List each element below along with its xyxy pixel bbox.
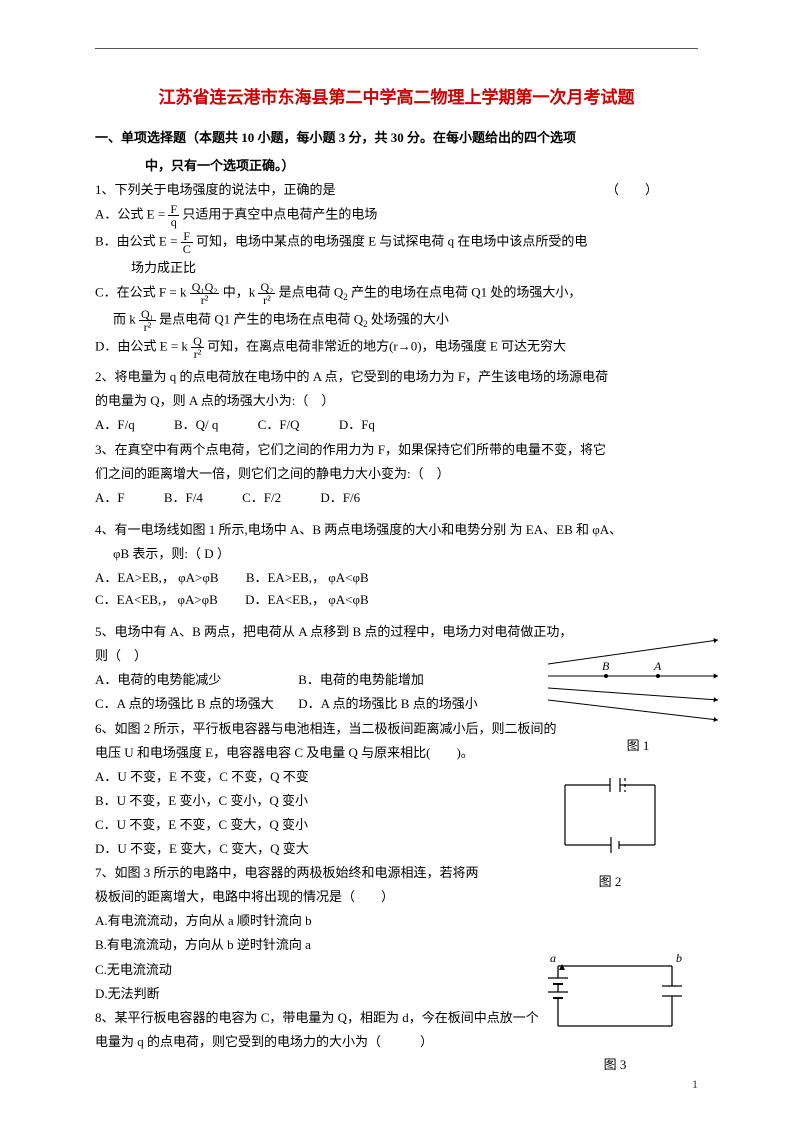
figure-2-label: 图 2 bbox=[555, 871, 665, 893]
q1-C-mid2s: 2 bbox=[343, 292, 348, 302]
frac-d: C bbox=[181, 243, 193, 255]
figure-2: 图 2 bbox=[555, 775, 665, 893]
q4-D: D．EA<EB,， φA<φB bbox=[245, 589, 369, 611]
fraction-FC: FC bbox=[181, 230, 193, 255]
q3-l1: 3、在真空中有两个点电荷，它们之间的作用力为 F，如果保持它们所带的电量不变，将… bbox=[95, 439, 698, 461]
svg-text:B: B bbox=[602, 659, 610, 673]
frac-d: r² bbox=[190, 294, 220, 306]
page-number: 1 bbox=[692, 1074, 698, 1094]
page-title: 江苏省连云港市东海县第二中学高二物理上学期第一次月考试题 bbox=[95, 84, 698, 113]
q1-opt-C-l2: 而 k Q₁r² 是点电荷 Q1 产生的电场在点电荷 Q2 处场强的大小 bbox=[113, 308, 698, 333]
q7-A: A.有电流流动，方向从 a 顺时针流向 b bbox=[95, 910, 698, 932]
top-rule bbox=[95, 48, 698, 49]
q4-B: B．EA>EB,， φA<φB bbox=[246, 567, 369, 589]
q1-paren: （ ） bbox=[606, 179, 658, 201]
q1-opt-A: A．公式 E = Fq 只适用于真空中点电荷产生的电场 bbox=[95, 203, 698, 228]
figure-3: ab 图 3 bbox=[540, 948, 690, 1076]
q2-A: A．F/q bbox=[95, 414, 135, 436]
frac-d: r² bbox=[139, 321, 156, 333]
q5-C: C．A 点的场强比 B 点的场强大 bbox=[95, 693, 295, 715]
q3-C: C．F/2 bbox=[242, 487, 281, 509]
q4-C: C．EA<EB,， φA>φB bbox=[95, 589, 218, 611]
q1-D-pre: D．由公式 E = k bbox=[95, 339, 188, 354]
q4-l2: φB 表示，则:（ D ） bbox=[113, 543, 698, 565]
q1-C-l2c: 处场强的大小 bbox=[371, 312, 449, 327]
frac-d: r² bbox=[191, 348, 204, 360]
q2-l2: 的电量为 Q，则 A 点的场强大小为:（ ） bbox=[95, 390, 698, 412]
frac-d: r² bbox=[258, 294, 275, 306]
q4-options-row1: A．EA>EB,， φA>φB B．EA>EB,， φA<φB bbox=[95, 567, 698, 589]
field-lines-diagram: BA bbox=[548, 634, 728, 724]
q1-B-post: 可知，电场中某点的电场强度 E 与试探电荷 q 在电场中该点所受的电 bbox=[196, 234, 587, 249]
q1-C-pre: C．在公式 F = k bbox=[95, 285, 186, 300]
q1-stem: 1、下列关于电场强度的说法中，正确的是 （ ） bbox=[95, 179, 698, 201]
q1-stem-text: 1、下列关于电场强度的说法中，正确的是 bbox=[95, 182, 336, 197]
q3-D: D．F/6 bbox=[320, 487, 360, 509]
svg-text:A: A bbox=[653, 659, 662, 673]
section-1-header-l2: 中，只有一个选项正确。） bbox=[145, 155, 698, 177]
q1-C-l2b: 是点电荷 Q1 产生的电场在点电荷 Q bbox=[159, 312, 363, 327]
q2-B: B．Q/ q bbox=[174, 414, 218, 436]
fraction-Q2: Q₂r² bbox=[258, 281, 275, 306]
q1-opt-C: C．在公式 F = k Q₁Q₂r² 中，k Q₂r² 是点电荷 Q2 产生的电… bbox=[95, 281, 698, 306]
q2-C: C．F/Q bbox=[258, 414, 300, 436]
q1-C-l2bs: 2 bbox=[363, 319, 368, 329]
q4-l1: 4、有一电场线如图 1 所示,电场中 A、B 两点电场强度的大小和电势分别 为 … bbox=[95, 519, 698, 541]
q1-opt-B: B．由公式 E = FC 可知，电场中某点的电场强度 E 与试探电荷 q 在电场… bbox=[95, 230, 698, 255]
q3-A: A．F bbox=[95, 487, 125, 509]
q3-l2: 们之间的距离增大一倍，则它们之间的静电力大小变为:（ ） bbox=[95, 463, 698, 485]
figure-3-label: 图 3 bbox=[540, 1054, 690, 1076]
fraction-Fq: Fq bbox=[168, 203, 179, 228]
fraction-QQ: Q₁Q₂r² bbox=[190, 281, 220, 306]
q1-C-mid2: 是点电荷 Q bbox=[279, 285, 344, 300]
q3-options: A．F B．F/4 C．F/2 D．F/6 bbox=[95, 487, 698, 509]
battery-capacitor-circuit-diagram: ab bbox=[540, 948, 690, 1043]
fraction-Q: Qr² bbox=[191, 335, 204, 360]
fraction-Q1: Q₁r² bbox=[139, 308, 156, 333]
q1-A-pre: A．公式 E = bbox=[95, 207, 165, 222]
q3-B: B．F/4 bbox=[164, 487, 203, 509]
capacitor-circuit-diagram bbox=[555, 775, 665, 860]
section-1-header-l1: 一、单项选择题（本题共 10 小题，每小题 3 分，共 30 分。在每小题给出的… bbox=[115, 127, 698, 149]
figure-1: BA 图 1 bbox=[548, 634, 728, 757]
q1-A-post: 只适用于真空中点电荷产生的电场 bbox=[182, 207, 377, 222]
q1-B-l2: 场力成正比 bbox=[131, 257, 698, 279]
svg-text:a: a bbox=[550, 951, 556, 965]
q1-C-mid: 中，k bbox=[223, 285, 256, 300]
figure-1-label: 图 1 bbox=[548, 735, 728, 757]
q1-opt-D: D．由公式 E = k Qr² 可知，在离点电荷非常近的地方(r→0)，电场强度… bbox=[95, 335, 698, 360]
q4-A: A．EA>EB,， φA>φB bbox=[95, 567, 219, 589]
q2-l1: 2、将电量为 q 的点电荷放在电场中的 A 点，它受到的电场力为 F，产生该电场… bbox=[95, 366, 698, 388]
q1-C-mid3: 产生的电场在点电荷 Q1 处的场强大小， bbox=[351, 285, 581, 300]
q2-D: D．Fq bbox=[339, 414, 375, 436]
q1-C-l2a: 而 k bbox=[113, 312, 136, 327]
frac-d: q bbox=[168, 216, 179, 228]
q1-D-post: 可知，在离点电荷非常近的地方(r→0)，电场强度 E 可达无穷大 bbox=[207, 339, 566, 354]
q5-B: B．电荷的电势能增加 bbox=[298, 672, 424, 687]
q5-A: A．电荷的电势能减少 bbox=[95, 669, 295, 691]
q4-options-row2: C．EA<EB,， φA>φB D．EA<EB,， φA<φB bbox=[95, 589, 698, 611]
svg-text:b: b bbox=[676, 951, 682, 965]
q5-D: D．A 点的场强比 B 点的场强小 bbox=[298, 696, 477, 711]
q2-options: A．F/q B．Q/ q C．F/Q D．Fq bbox=[95, 414, 698, 436]
q1-B-pre: B．由公式 E = bbox=[95, 234, 177, 249]
